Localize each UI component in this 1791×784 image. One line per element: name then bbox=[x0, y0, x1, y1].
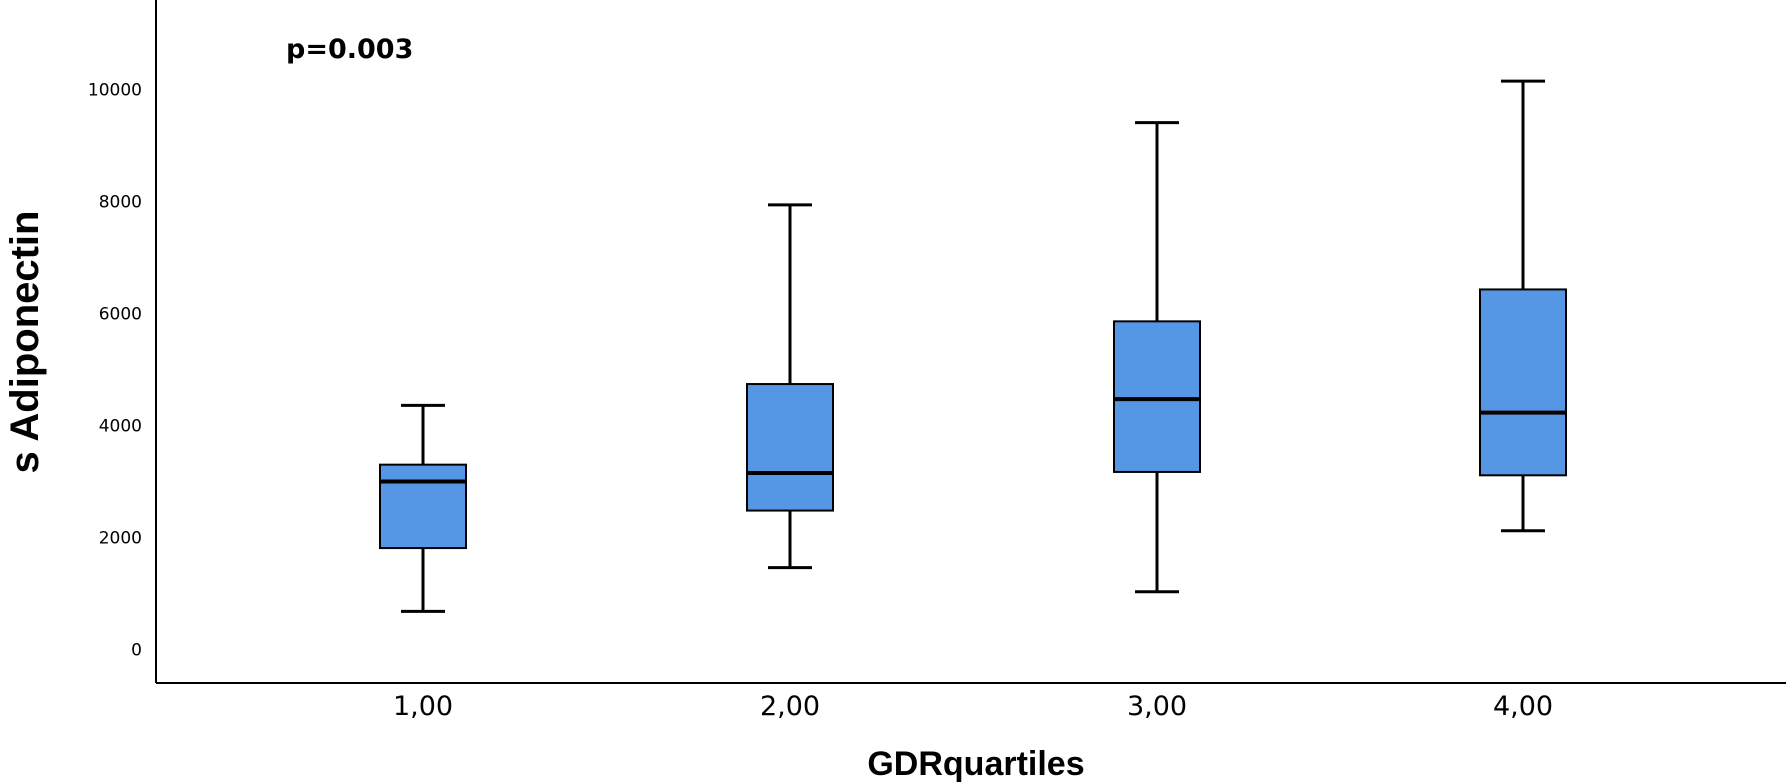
x-tick-label: 4,00 bbox=[1493, 691, 1553, 722]
box-group bbox=[379, 403, 467, 613]
y-tick-label: 8000 bbox=[99, 193, 142, 213]
y-axis-title: s Adiponectin bbox=[3, 211, 47, 474]
box-group bbox=[746, 203, 834, 570]
y-tick-label: 6000 bbox=[99, 305, 142, 325]
x-tick-label: 2,00 bbox=[760, 691, 820, 722]
x-tick-labels: 1,00 2,00 3,00 4,00 bbox=[393, 691, 1553, 722]
boxes bbox=[379, 79, 1567, 613]
x-axis-title: GDRquartiles bbox=[867, 745, 1084, 783]
axes bbox=[155, 0, 1786, 684]
y-tick-labels: 0 2000 4000 6000 8000 10000 bbox=[88, 81, 142, 661]
x-tick-label: 3,00 bbox=[1127, 691, 1187, 722]
iqr-box bbox=[1479, 288, 1567, 477]
x-tick-label: 1,00 bbox=[393, 691, 453, 722]
y-tick-label: 0 bbox=[131, 640, 142, 660]
y-tick-label: 2000 bbox=[99, 528, 142, 548]
y-tick-label: 10000 bbox=[88, 81, 142, 101]
iqr-box bbox=[379, 463, 467, 550]
iqr-box bbox=[1113, 320, 1201, 473]
box-group bbox=[1479, 79, 1567, 533]
iqr-box bbox=[746, 383, 834, 512]
y-tick-label: 4000 bbox=[99, 416, 142, 436]
annotation-p-value: p=0.003 bbox=[286, 34, 413, 65]
box-group bbox=[1113, 121, 1201, 594]
